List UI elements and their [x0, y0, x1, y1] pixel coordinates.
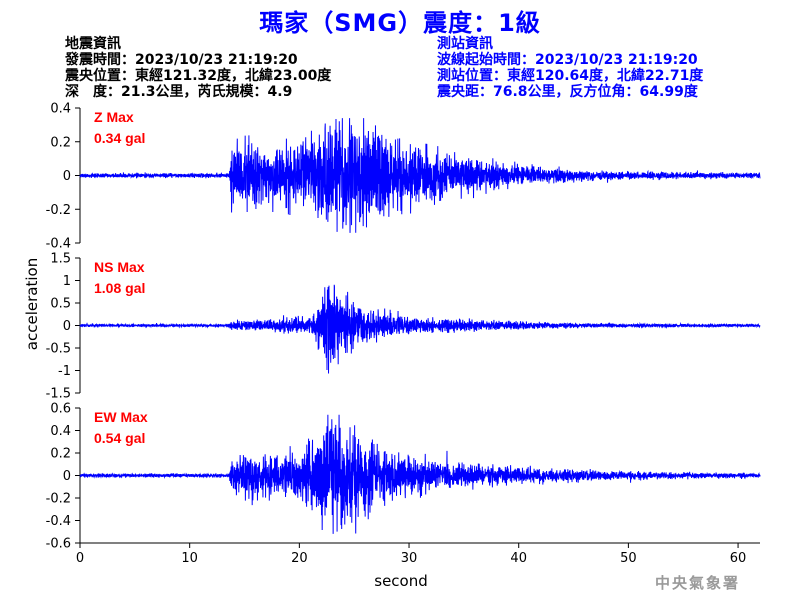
x-axis-label: second — [374, 572, 428, 590]
z-max-value: 0.34 gal — [94, 130, 145, 146]
ew-y-tick-label: 0.2 — [50, 447, 71, 462]
ns-y-tick-label: 0.5 — [50, 297, 71, 312]
ew-y-tick-label: -0.6 — [46, 537, 71, 552]
ns-y-tick-label: 1.5 — [50, 252, 71, 267]
station-location: 測站位置：東經120.64度，北緯22.71度 — [437, 68, 704, 84]
ns-y-tick-label: 0 — [63, 319, 71, 334]
ew-y-tick-label: -0.2 — [46, 492, 71, 507]
x-tick-label: 40 — [510, 551, 527, 566]
quake-origin-time: 發震時間：2023/10/23 21:19:20 — [65, 52, 298, 68]
ew-y-tick-label: -0.4 — [46, 514, 71, 529]
ew-max-label: EW Max — [94, 409, 148, 425]
epicentral-distance: 震央距：76.8公里，反方位角：64.99度 — [437, 84, 698, 100]
z-y-tick-label: -0.2 — [46, 203, 71, 218]
ew-max-value: 0.54 gal — [94, 430, 145, 446]
waveform-start-time: 波線起始時間：2023/10/23 21:19:20 — [437, 52, 698, 68]
x-tick-label: 10 — [181, 551, 198, 566]
x-tick-label: 50 — [620, 551, 637, 566]
ns-y-tick-label: 1 — [63, 274, 71, 289]
ns-waveform-trace — [79, 284, 761, 374]
ns-y-tick-label: -1.5 — [46, 387, 71, 402]
z-y-tick-label: 0.4 — [50, 102, 71, 117]
ns-y-tick-label: -0.5 — [46, 342, 71, 357]
x-tick-label: 20 — [291, 551, 308, 566]
z-waveform-trace — [79, 118, 761, 233]
z-y-tick-label: 0 — [63, 169, 71, 184]
ns-max-value: 1.08 gal — [94, 280, 145, 296]
y-axis-label: acceleration — [23, 258, 41, 350]
quake-depth-magnitude: 深 度：21.3公里，芮氏規模：4.9 — [65, 84, 293, 100]
ns-max-label: NS Max — [94, 259, 145, 275]
quake-epicenter: 震央位置：東經121.32度，北緯23.00度 — [65, 68, 332, 84]
ew-y-tick-label: 0 — [63, 469, 71, 484]
ns-y-tick-label: -1 — [58, 364, 71, 379]
station-info-block: 測站資訊 波線起始時間：2023/10/23 21:19:20 測站位置：東經1… — [437, 36, 703, 100]
quake-info-heading: 地震資訊 — [65, 36, 121, 52]
x-tick-label: 30 — [401, 551, 418, 566]
x-tick-label: 0 — [76, 551, 84, 566]
z-max-label: Z Max — [94, 109, 134, 125]
z-y-tick-label: -0.4 — [46, 237, 71, 252]
ew-y-tick-label: 0.4 — [50, 424, 71, 439]
ew-y-tick-label: 0.6 — [50, 402, 71, 417]
agency-watermark: 中央氣象署 — [655, 574, 741, 592]
quake-info-block: 地震資訊 發震時間：2023/10/23 21:19:20 震央位置：東經121… — [65, 36, 331, 100]
x-tick-label: 60 — [730, 551, 747, 566]
page-title: 瑪家（SMG）震度：1級 — [259, 9, 541, 37]
z-y-tick-label: 0.2 — [50, 135, 71, 150]
station-info-heading: 測站資訊 — [437, 36, 493, 52]
ew-waveform-trace — [79, 414, 761, 534]
